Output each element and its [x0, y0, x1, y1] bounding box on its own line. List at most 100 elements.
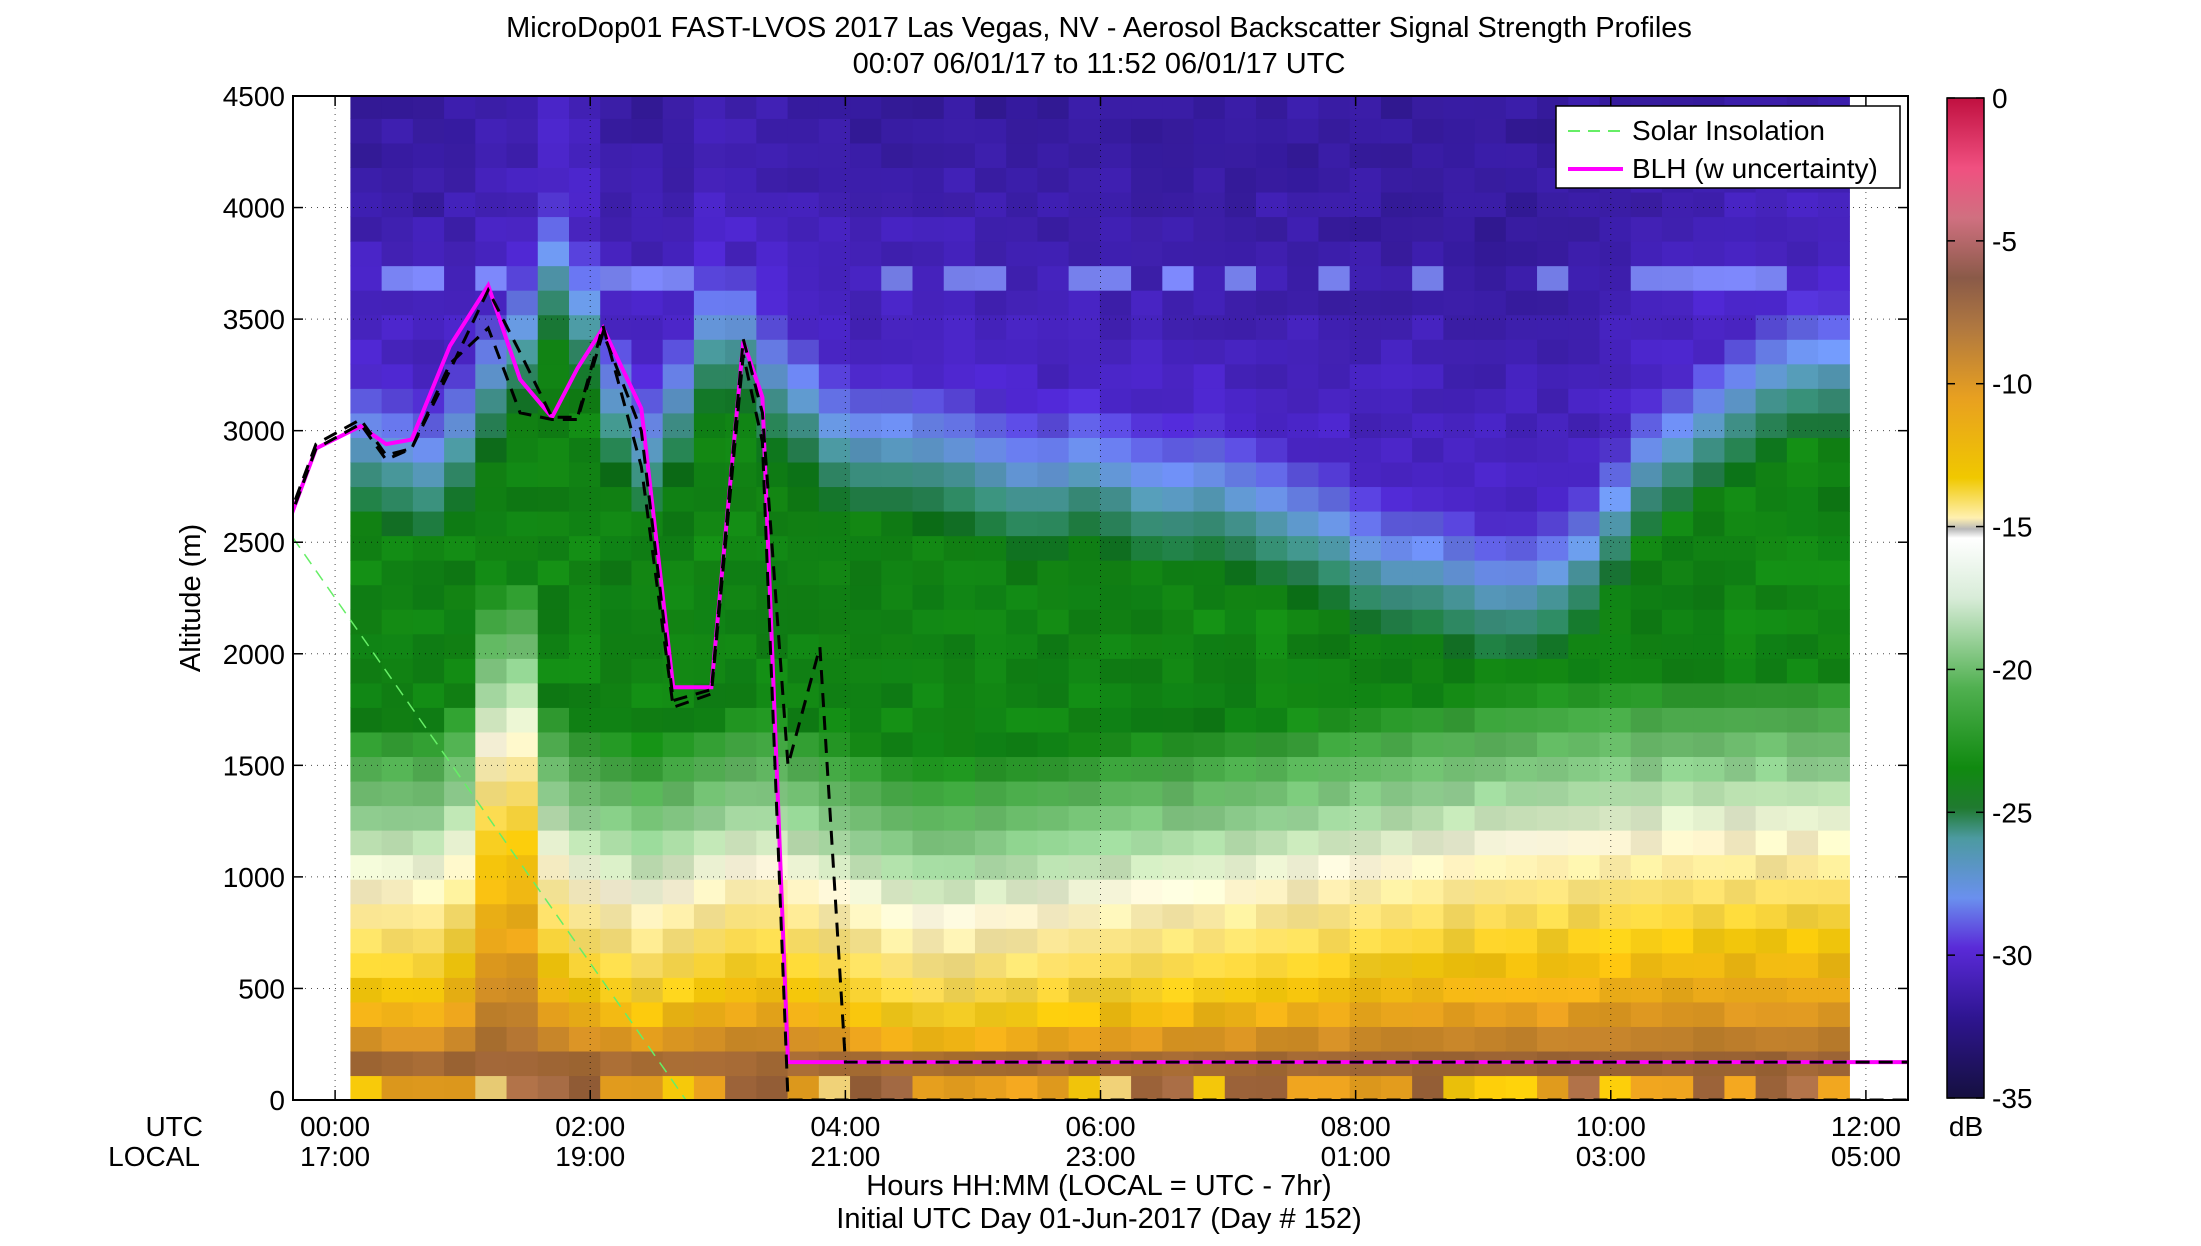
- heatmap-cell: [881, 461, 914, 488]
- heatmap-cell: [787, 241, 820, 267]
- heatmap-cell: [881, 167, 914, 193]
- heatmap-cell: [1006, 96, 1039, 119]
- heatmap-cell: [1599, 928, 1632, 954]
- heatmap-cell: [818, 928, 851, 954]
- heatmap-cell: [1599, 290, 1632, 316]
- heatmap-cell: [662, 314, 695, 340]
- heatmap-cell: [475, 339, 508, 365]
- heatmap-cell: [756, 142, 789, 168]
- heatmap-cell: [1349, 682, 1382, 708]
- heatmap-cell: [662, 952, 695, 978]
- heatmap-cell: [850, 96, 882, 119]
- heatmap-cell: [412, 707, 445, 733]
- heatmap-cell: [569, 609, 601, 635]
- heatmap-cell: [1349, 879, 1382, 905]
- heatmap-cell: [1318, 216, 1351, 242]
- heatmap-cell: [1755, 928, 1788, 954]
- heatmap-cell: [1661, 879, 1694, 905]
- heatmap-cell: [412, 1026, 445, 1052]
- heatmap-cell: [1443, 682, 1476, 708]
- heatmap-cell: [1037, 1001, 1070, 1027]
- heatmap-cell: [600, 854, 633, 880]
- heatmap-cell: [693, 216, 726, 242]
- heatmap-cell: [1661, 363, 1694, 389]
- heatmap-cell: [1162, 437, 1195, 463]
- heatmap-cell: [1131, 1075, 1163, 1100]
- heatmap-cell: [693, 167, 726, 193]
- heatmap-cell: [1162, 388, 1195, 414]
- heatmap-cell: [475, 609, 508, 635]
- heatmap-cell: [381, 510, 414, 537]
- heatmap-cell: [1068, 780, 1101, 807]
- heatmap-cell: [1661, 609, 1694, 635]
- heatmap-cell: [1349, 535, 1382, 561]
- heatmap-cell: [1349, 1026, 1382, 1052]
- heatmap-cell: [1068, 830, 1101, 856]
- heatmap-cell: [912, 96, 945, 119]
- heatmap-cell: [1693, 1026, 1726, 1052]
- heatmap-cell: [1505, 167, 1538, 193]
- heatmap-cell: [506, 412, 539, 438]
- heatmap-cell: [1818, 535, 1850, 561]
- heatmap-cell: [1256, 314, 1288, 340]
- heatmap-cell: [1256, 805, 1288, 831]
- heatmap-cell: [1068, 560, 1101, 586]
- heatmap-cell: [1724, 560, 1757, 586]
- heatmap-cell: [693, 633, 726, 659]
- heatmap-cell: [1068, 1075, 1101, 1100]
- heatmap-cell: [1287, 854, 1320, 880]
- heatmap-cell: [1786, 658, 1819, 684]
- heatmap-cell: [1349, 339, 1382, 365]
- x-tick-label-local: 23:00: [1065, 1141, 1135, 1172]
- heatmap-cell: [756, 118, 789, 144]
- heatmap-cell: [1349, 658, 1382, 684]
- heatmap-cell: [818, 290, 851, 316]
- heatmap-cell: [1006, 290, 1039, 316]
- heatmap-cell: [1224, 633, 1257, 659]
- heatmap-cell: [537, 437, 570, 463]
- heatmap-cell: [1193, 830, 1226, 856]
- heatmap-cell: [756, 1075, 789, 1100]
- heatmap-cell: [662, 339, 695, 365]
- heatmap-cell: [1474, 1001, 1507, 1027]
- heatmap-cell: [1443, 265, 1476, 291]
- heatmap-cell: [1006, 756, 1039, 782]
- heatmap-cell: [756, 216, 789, 242]
- heatmap-cell: [943, 560, 976, 586]
- heatmap-cell: [1443, 756, 1476, 782]
- heatmap-cell: [381, 731, 414, 758]
- heatmap-cell: [850, 437, 882, 463]
- heatmap-cell: [662, 290, 695, 316]
- heatmap-cell: [350, 609, 383, 635]
- heatmap-cell: [1287, 633, 1320, 659]
- heatmap-cell: [943, 510, 976, 537]
- heatmap-cell: [537, 363, 570, 389]
- heatmap-cell: [881, 584, 914, 610]
- heatmap-cell: [412, 290, 445, 316]
- heatmap-cell: [631, 633, 664, 659]
- heatmap-cell: [787, 756, 820, 782]
- heatmap-cell: [1443, 290, 1476, 316]
- heatmap-cell: [1131, 142, 1163, 168]
- heatmap-cell: [1193, 977, 1226, 1003]
- heatmap-cell: [1786, 903, 1819, 929]
- heatmap-cell: [1256, 928, 1288, 954]
- heatmap-cell: [1630, 314, 1663, 340]
- colorbar-tick-label: -25: [1992, 797, 2032, 828]
- heatmap-cell: [1630, 780, 1663, 807]
- heatmap-cell: [725, 977, 757, 1003]
- heatmap-cell: [912, 461, 945, 488]
- heatmap-cell: [1224, 363, 1257, 389]
- heatmap-cell: [818, 412, 851, 438]
- heatmap-cell: [475, 388, 508, 414]
- heatmap-cell: [1162, 879, 1195, 905]
- heatmap-cell: [912, 879, 945, 905]
- heatmap-cell: [1068, 510, 1101, 537]
- heatmap-cell: [850, 584, 882, 610]
- heatmap-cell: [1443, 437, 1476, 463]
- heatmap-cell: [1349, 412, 1382, 438]
- heatmap-cell: [850, 118, 882, 144]
- heatmap-cell: [912, 903, 945, 929]
- heatmap-cell: [350, 339, 383, 365]
- heatmap-cell: [756, 241, 789, 267]
